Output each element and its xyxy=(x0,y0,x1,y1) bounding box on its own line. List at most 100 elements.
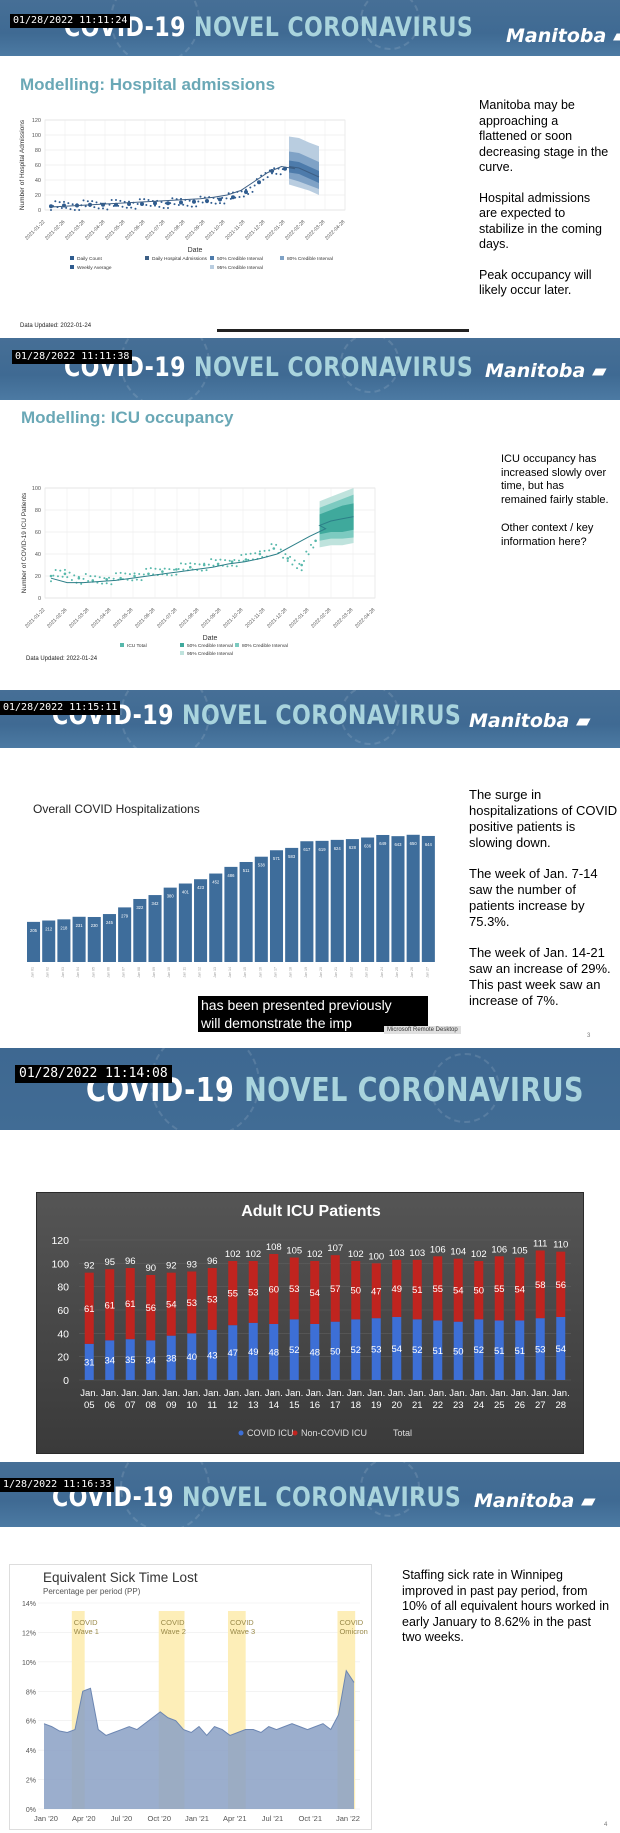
total-data-label: 95 xyxy=(104,1257,115,1268)
total-data-label: 103 xyxy=(409,1248,425,1259)
slide-banner: COVID-19 NOVEL CORONAVIRUS xyxy=(0,1048,620,1130)
total-data-label: 108 xyxy=(266,1242,282,1253)
x-tick-label: Jan 12 xyxy=(198,967,202,978)
wave-label: Omicron xyxy=(339,1627,367,1636)
weekly-average-point xyxy=(192,199,196,204)
daily-count-point xyxy=(54,200,57,203)
daily-count-point xyxy=(147,199,150,202)
y-tick-label: 14% xyxy=(22,1601,36,1608)
x-tick-label: 18 xyxy=(350,1400,361,1411)
total-data-label: 93 xyxy=(186,1260,197,1271)
banner-title: COVID-19 NOVEL CORONAVIRUS xyxy=(64,352,474,383)
non-covid-icu-bar xyxy=(371,1263,381,1319)
daily-count-point xyxy=(175,573,178,576)
y-tick-label: 0 xyxy=(38,596,41,602)
weekly-average-point xyxy=(133,574,136,578)
daily-count-point xyxy=(247,192,250,195)
slide-banner: COVID-19 NOVEL CORONAVIRUS Manitoba ▰ xyxy=(0,338,620,400)
hospital-admissions-chart: 0204060801001202021-01-222021-02-262021-… xyxy=(19,118,347,271)
weekly-average-point xyxy=(49,204,53,209)
daily-count-point xyxy=(298,562,301,565)
data-label: 643 xyxy=(394,842,402,847)
manitoba-logo: Manitoba ▰ xyxy=(506,25,620,47)
daily-count-point xyxy=(78,209,81,211)
x-tick-label: Jan. xyxy=(244,1388,262,1399)
y-tick-label: 80 xyxy=(35,508,41,514)
x-tick-label: 2021-03-28 xyxy=(64,219,86,241)
total-data-label: 92 xyxy=(84,1261,95,1272)
hospitalization-bar xyxy=(300,841,314,962)
daily-count-point xyxy=(73,574,76,577)
x-tick-label: Oct '20 xyxy=(147,1814,171,1823)
weekly-average-point xyxy=(258,552,262,556)
daily-count-point xyxy=(103,577,106,580)
daily-count-point xyxy=(69,208,72,211)
page-number: 4 xyxy=(604,1822,608,1828)
non-covid-data-label: 57 xyxy=(330,1284,341,1295)
daily-count-point xyxy=(210,558,213,561)
video-timestamp: 01/28/2022 11:15:11 xyxy=(0,701,121,715)
x-tick-label: 07 xyxy=(125,1400,136,1411)
x-tick-label: Jan 19 xyxy=(304,967,308,978)
daily-count-point xyxy=(249,552,252,555)
x-tick-label: 2022-01-28 xyxy=(264,219,286,241)
daily-count-point xyxy=(227,192,230,195)
total-data-label: 106 xyxy=(491,1244,507,1255)
x-tick-label: 11 xyxy=(207,1400,217,1411)
daily-count-point xyxy=(94,575,97,578)
x-tick-label: Jan. xyxy=(285,1388,303,1399)
covid-data-label: 50 xyxy=(453,1346,464,1357)
weekly-average-point xyxy=(101,202,105,207)
data-label: 452 xyxy=(212,880,220,885)
hospitalization-bar xyxy=(224,866,238,962)
data-label: 511 xyxy=(243,868,250,873)
covid-data-label: 50 xyxy=(330,1346,341,1357)
daily-count-point xyxy=(212,564,215,567)
x-tick-label: 28 xyxy=(555,1400,566,1411)
sick-time-line xyxy=(43,1669,355,1737)
daily-count-point xyxy=(106,208,109,211)
hospitalization-bar xyxy=(376,834,390,962)
x-tick-label: Jan. xyxy=(265,1388,283,1399)
covid-data-label: 34 xyxy=(104,1356,115,1367)
x-tick-label: Jan. xyxy=(552,1388,570,1399)
daily-count-point xyxy=(171,197,174,200)
data-label: 218 xyxy=(60,925,68,930)
banner-title: COVID-19 NOVEL CORONAVIRUS xyxy=(86,1070,584,1109)
icu-chart-panel: Adult ICU Patients 0 20 40 60 80 100 120 31 61 92… xyxy=(36,1192,584,1454)
x-tick-label: 19 xyxy=(371,1400,382,1411)
hospitalization-bar xyxy=(194,879,208,962)
non-covid-icu-bar xyxy=(330,1255,340,1322)
legend-swatch xyxy=(235,643,239,647)
non-covid-data-label: 47 xyxy=(371,1286,382,1297)
bison-icon: ▰ xyxy=(580,1490,596,1512)
slide-notes: ICU occupancy has increased slowly over … xyxy=(501,453,609,548)
daily-count-point xyxy=(302,559,305,562)
ci50-band xyxy=(319,503,354,535)
x-tick-label: Jan 06 xyxy=(106,967,110,978)
daily-count-point xyxy=(190,205,193,208)
bison-icon: ▰ xyxy=(575,710,591,732)
data-label: 205 xyxy=(30,928,38,933)
legend-swatch xyxy=(210,265,214,269)
daily-count-point xyxy=(56,575,59,578)
covid-icu-bar xyxy=(269,1324,279,1380)
daily-count-point xyxy=(258,550,261,553)
daily-count-point xyxy=(197,200,200,203)
chart-subtitle: Percentage per period (PP) xyxy=(43,1587,141,1596)
daily-count-point xyxy=(282,556,285,559)
x-tick-label: 10 xyxy=(186,1400,197,1411)
weekly-average-point xyxy=(77,576,81,580)
data-label: 617 xyxy=(303,847,311,852)
x-tick-label: 2021-11-28 xyxy=(224,219,246,241)
covid-data-label: 53 xyxy=(371,1345,382,1356)
y-tick-label: 20 xyxy=(35,193,41,199)
non-covid-icu-bar xyxy=(207,1268,217,1330)
data-label: 619 xyxy=(319,847,327,852)
x-tick-label: Apr '20 xyxy=(72,1814,96,1823)
x-tick-label: Jan. xyxy=(490,1388,508,1399)
daily-count-point xyxy=(199,195,202,198)
y-tick-label: 40 xyxy=(35,178,41,184)
x-tick-label: 21 xyxy=(412,1400,423,1411)
y-tick-label: 10% xyxy=(22,1660,36,1667)
